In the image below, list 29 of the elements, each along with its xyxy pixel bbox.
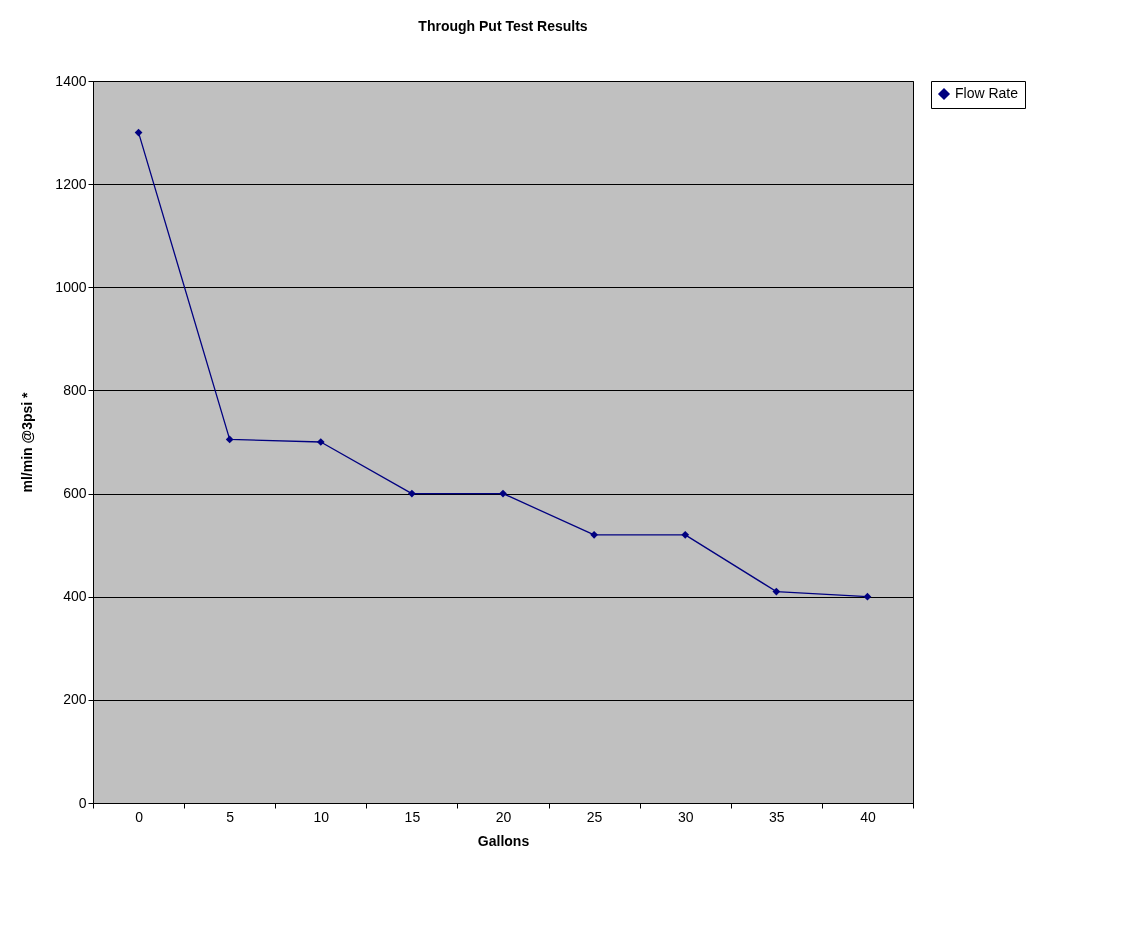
x-tick-label: 15 [404,808,421,825]
x-axis-title: Gallons [477,832,530,849]
x-tick-label: 20 [495,808,512,825]
y-tick-label: 1400 [55,72,87,89]
point [772,587,781,596]
x-tick-label: 0 [135,808,144,825]
point [681,530,690,539]
point [408,489,416,498]
legend-label: Flow Rate [955,85,1019,101]
chart-title: Through Put Test Results [418,18,588,34]
point [499,489,507,498]
y-tick-label: 1000 [55,278,87,295]
point [590,530,598,539]
y-tick-label: 200 [63,691,87,708]
x-tick-label: 10 [313,808,330,825]
point [316,438,325,446]
x-tick-label: 25 [586,808,603,825]
x-tick-label: 30 [677,808,694,825]
x-tick-label: 35 [769,808,785,825]
y-axis-title: ml/min @3psi * [19,391,36,493]
point [225,435,234,444]
x-tick-label: 40 [860,808,876,825]
y-tick-label: 600 [63,485,87,502]
y-tick-label: 0 [78,794,87,811]
y-tick-label: 400 [63,588,87,605]
point [863,592,872,601]
y-tick-label: 1200 [55,175,87,192]
x-tick-label: 5 [226,808,235,825]
y-tick-label: 800 [63,381,87,398]
